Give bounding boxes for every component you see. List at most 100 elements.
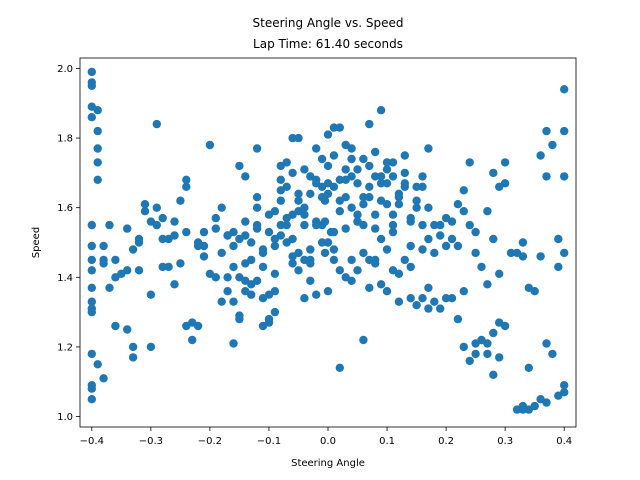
data-point	[158, 213, 167, 223]
data-point	[294, 189, 303, 198]
data-point	[93, 144, 102, 153]
data-point	[542, 126, 551, 136]
x-tick-label: −0.4	[80, 436, 104, 447]
data-points	[87, 67, 569, 414]
data-point	[418, 294, 427, 303]
data-point	[424, 304, 433, 313]
data-point	[123, 266, 132, 275]
data-point	[294, 196, 303, 205]
data-point	[359, 200, 368, 209]
data-point	[300, 294, 309, 303]
x-tick-label: 0.4	[556, 436, 572, 447]
data-point	[146, 290, 156, 299]
data-point	[276, 231, 285, 240]
data-point	[87, 81, 97, 91]
data-point	[199, 227, 209, 237]
data-point	[99, 255, 108, 265]
data-point	[371, 210, 380, 219]
data-point	[406, 294, 415, 303]
data-point	[300, 210, 309, 219]
data-point	[323, 130, 333, 139]
y-tick-label: 1.4	[57, 273, 73, 284]
data-point	[164, 262, 173, 272]
x-tick-label: −0.2	[198, 436, 222, 447]
data-point	[306, 255, 315, 265]
data-point	[412, 203, 421, 212]
data-point	[329, 255, 339, 265]
data-point	[424, 283, 433, 292]
data-point	[276, 196, 285, 205]
data-point	[518, 238, 528, 247]
data-point	[282, 158, 291, 167]
data-point	[270, 241, 280, 251]
data-point	[453, 314, 463, 324]
data-point	[489, 370, 498, 379]
data-point	[412, 196, 421, 205]
data-point	[229, 339, 238, 348]
data-point	[524, 363, 533, 372]
x-tick-label: 0.0	[320, 436, 336, 447]
data-point	[406, 217, 415, 226]
data-point	[447, 234, 457, 244]
data-point	[128, 342, 138, 352]
data-point	[341, 273, 350, 282]
data-point	[394, 297, 404, 306]
data-point	[512, 405, 522, 414]
data-point	[424, 234, 433, 244]
data-point	[424, 203, 433, 212]
data-point	[418, 172, 427, 181]
data-point	[465, 220, 474, 230]
data-point	[188, 335, 197, 345]
data-point	[560, 126, 569, 136]
data-point	[300, 203, 309, 212]
data-point	[554, 391, 563, 400]
data-point	[483, 349, 492, 359]
data-point	[376, 106, 386, 115]
data-point	[335, 207, 344, 216]
data-point	[394, 200, 404, 209]
data-point	[182, 175, 191, 184]
data-point	[270, 207, 280, 216]
data-point	[276, 220, 285, 230]
data-point	[229, 227, 238, 237]
data-point	[87, 349, 97, 359]
data-point	[312, 220, 321, 230]
data-point	[252, 193, 262, 202]
data-point	[134, 266, 144, 275]
data-point	[406, 262, 415, 272]
data-point	[152, 203, 161, 212]
data-point	[205, 269, 215, 278]
data-point	[471, 248, 480, 258]
data-point	[306, 245, 315, 254]
data-point	[536, 151, 545, 160]
data-point	[430, 220, 439, 230]
data-point	[300, 220, 309, 230]
data-point	[335, 266, 344, 275]
data-point	[335, 363, 344, 372]
data-point	[341, 165, 350, 174]
data-point	[99, 241, 108, 251]
data-point	[223, 287, 232, 296]
data-point	[518, 405, 528, 414]
data-point	[441, 241, 451, 251]
data-point	[436, 220, 445, 230]
data-point	[241, 217, 250, 226]
data-point	[306, 189, 315, 198]
data-point	[489, 168, 498, 178]
data-point	[400, 179, 409, 188]
data-point	[211, 224, 220, 233]
data-point	[235, 161, 244, 171]
data-point	[87, 307, 97, 317]
data-point	[323, 238, 333, 247]
data-point	[365, 119, 374, 129]
data-point	[495, 353, 504, 362]
data-point	[382, 287, 392, 296]
data-point	[500, 179, 510, 188]
data-point	[376, 280, 386, 289]
data-point	[323, 161, 333, 171]
data-point	[87, 283, 97, 292]
chart-subtitle: Lap Time: 61.40 seconds	[253, 37, 403, 51]
data-point	[329, 245, 339, 254]
data-point	[93, 360, 102, 369]
data-point	[123, 224, 132, 233]
